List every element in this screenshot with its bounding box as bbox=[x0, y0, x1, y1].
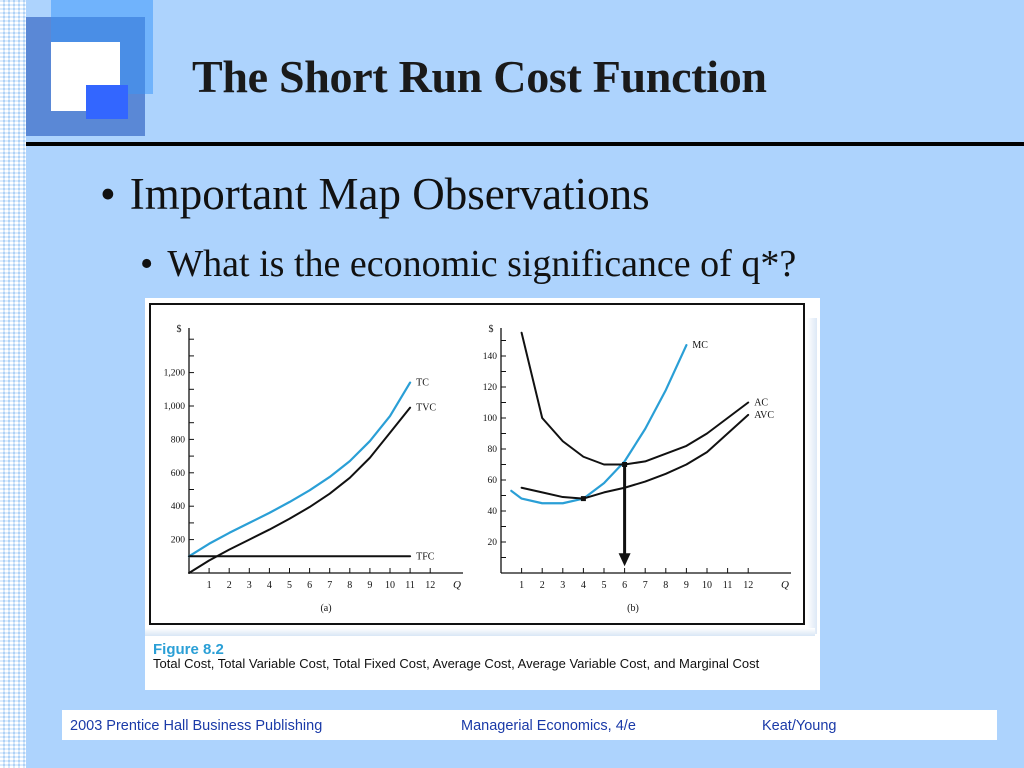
x-tick-label: 12 bbox=[743, 580, 753, 591]
series-label-avc: AVC bbox=[754, 410, 774, 421]
slide-footer: 2003 Prentice Hall Business Publishing M… bbox=[62, 710, 997, 740]
y-tick-label: 200 bbox=[171, 536, 186, 546]
y-tick-label: 600 bbox=[171, 469, 186, 479]
panel-label: (b) bbox=[627, 603, 639, 614]
panel-label: (a) bbox=[320, 603, 331, 614]
x-tick-label: 10 bbox=[385, 580, 395, 591]
x-tick-label: 10 bbox=[702, 580, 712, 591]
footer-authors: Keat/Young bbox=[762, 718, 837, 734]
y-tick-label: 80 bbox=[488, 445, 498, 455]
cost-charts: $Q1 2 3 4 5 6 7 8 9 10 11 122004006008001,0001,200T… bbox=[164, 324, 791, 614]
y-axis-label: $ bbox=[177, 324, 182, 335]
y-tick-label: 100 bbox=[483, 414, 498, 424]
bullet-text: Important Map Observations bbox=[129, 169, 650, 219]
x-tick-label: 7 bbox=[643, 580, 648, 591]
x-tick-label: 5 bbox=[602, 580, 607, 591]
y-tick-label: 800 bbox=[171, 435, 186, 445]
y-tick-label: 400 bbox=[171, 502, 186, 512]
x-tick-label: 4 bbox=[267, 580, 272, 591]
x-tick-label: 12 bbox=[425, 580, 435, 591]
series-mc-curve bbox=[510, 344, 688, 505]
caption-text: Total Cost, Total Variable Cost, Total F… bbox=[153, 656, 760, 671]
intersection-point bbox=[580, 496, 586, 502]
x-tick-label: 9 bbox=[684, 580, 689, 591]
x-axis-label: Q bbox=[453, 579, 461, 591]
figure-shadow-right bbox=[807, 318, 817, 634]
bullet-level-2: • What is the economic significance of q*… bbox=[140, 242, 796, 286]
figure-shadow-bottom bbox=[145, 628, 815, 636]
x-tick-label: 11 bbox=[405, 580, 415, 591]
y-tick-label: 1,200 bbox=[164, 369, 186, 379]
x-tick-label: 8 bbox=[347, 580, 352, 591]
x-tick-label: 1 bbox=[519, 580, 524, 591]
bullet-icon: • bbox=[140, 243, 154, 285]
series-label-ac: AC bbox=[754, 398, 768, 409]
x-tick-label: 3 bbox=[247, 580, 252, 591]
x-tick-label: 2 bbox=[227, 580, 232, 591]
y-tick-label: 60 bbox=[488, 476, 498, 486]
bullet-text: What is the economic significance of q*? bbox=[167, 243, 797, 285]
series-tc-curve bbox=[187, 381, 412, 558]
x-tick-label: 7 bbox=[327, 580, 332, 591]
x-tick-label: 6 bbox=[307, 580, 312, 591]
y-tick-label: 20 bbox=[488, 538, 498, 548]
x-tick-label: 9 bbox=[367, 580, 372, 591]
slide-logo-squares bbox=[0, 0, 160, 140]
footer-publisher: 2003 Prentice Hall Business Publishing bbox=[70, 718, 323, 734]
x-tick-label: 2 bbox=[540, 580, 545, 591]
series-ac-curve bbox=[520, 331, 750, 466]
x-tick-label: 8 bbox=[663, 580, 668, 591]
series-tvc-curve bbox=[188, 406, 412, 574]
logo-square-blue bbox=[86, 85, 128, 119]
x-tick-label: 11 bbox=[723, 580, 733, 591]
series-label-tc: TC bbox=[416, 378, 429, 389]
footer-book: Managerial Economics, 4/e bbox=[461, 718, 636, 734]
y-tick-label: 40 bbox=[488, 507, 498, 517]
x-tick-label: 5 bbox=[287, 580, 292, 591]
caption-title: Figure 8.2 bbox=[153, 641, 224, 658]
figure-caption: Figure 8.2 Total Cost, Total Variable Co… bbox=[153, 642, 793, 671]
y-axis-label: $ bbox=[489, 324, 494, 335]
left-decorative-stripe bbox=[0, 0, 26, 768]
series-label-tfc: TFC bbox=[416, 551, 435, 562]
y-tick-label: 140 bbox=[483, 352, 498, 362]
series-label-mc: MC bbox=[692, 340, 708, 351]
x-tick-label: 3 bbox=[560, 580, 565, 591]
x-tick-label: 4 bbox=[581, 580, 586, 591]
x-tick-label: 6 bbox=[622, 580, 627, 591]
x-axis-label: Q bbox=[781, 579, 789, 591]
title-divider bbox=[26, 142, 1024, 146]
y-tick-label: 120 bbox=[483, 383, 498, 393]
y-tick-label: 1,000 bbox=[164, 402, 186, 412]
x-tick-label: 1 bbox=[207, 580, 212, 591]
series-label-tvc: TVC bbox=[416, 403, 436, 414]
figure-frame: $ Q 1 2 3 4 5 6 7 8 9 10 11 12 200 400 600 800 1,000 1,200 T… bbox=[149, 303, 805, 625]
bullet-icon: • bbox=[100, 169, 116, 219]
figure-8-2: $ Q 1 2 3 4 5 6 7 8 9 10 11 12 200 400 600 800 1,000 1,200 T… bbox=[145, 298, 820, 690]
slide-title: The Short Run Cost Function bbox=[192, 51, 767, 102]
bullet-level-1: • Important Map Observations bbox=[100, 168, 650, 220]
q-star-arrow-head-icon bbox=[618, 553, 631, 567]
series-avc-curve bbox=[520, 413, 750, 500]
